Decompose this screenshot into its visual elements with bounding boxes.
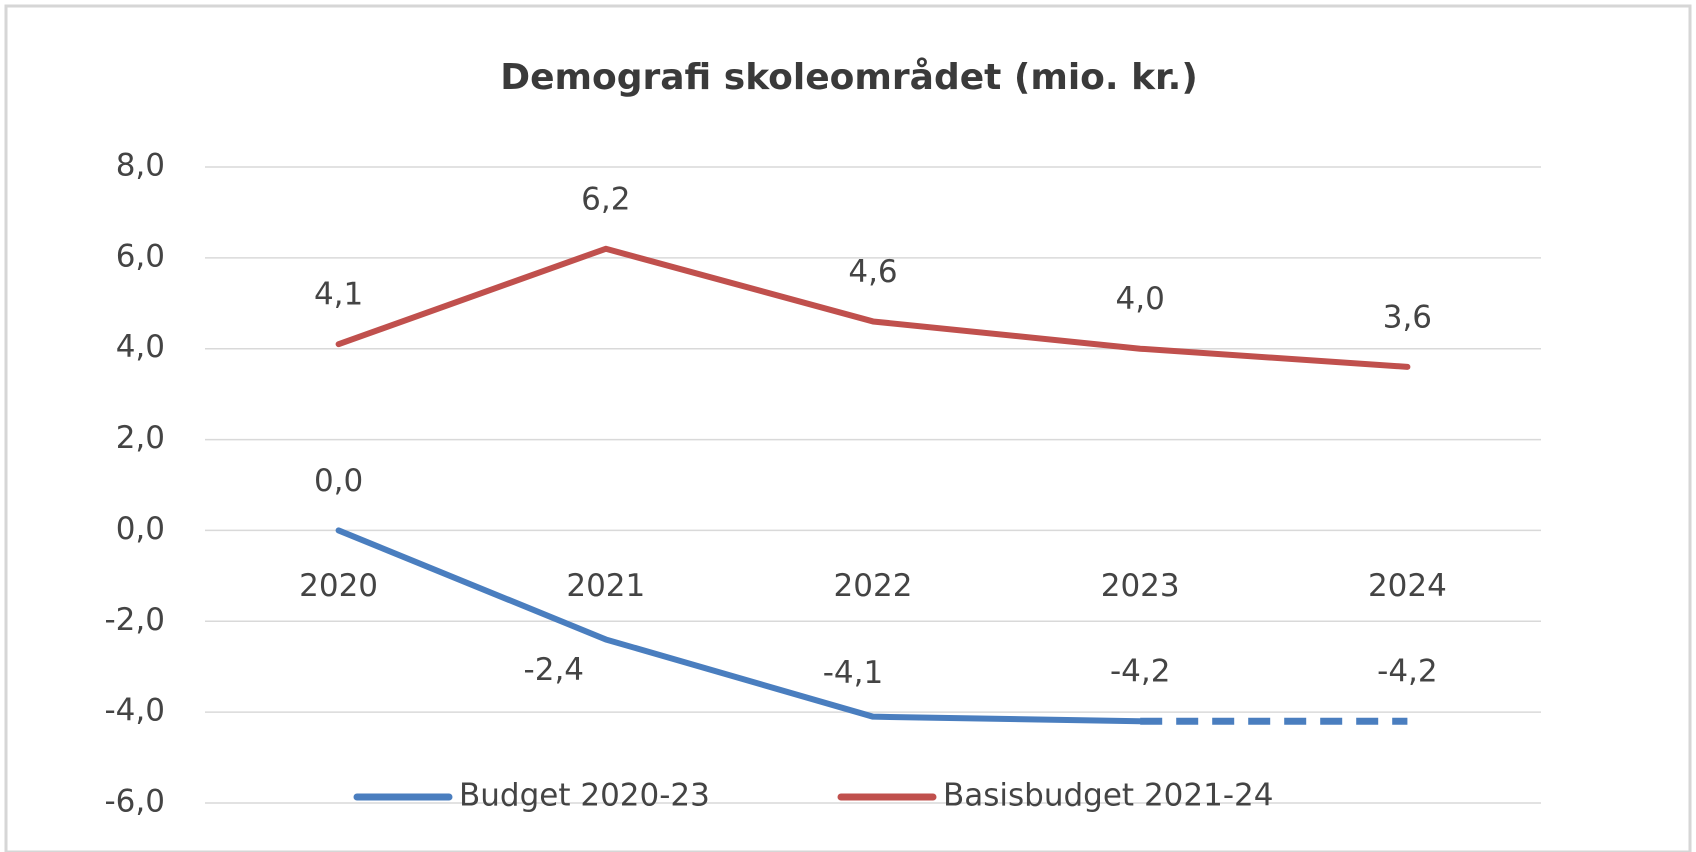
y-tick-label: -6,0 (105, 784, 166, 820)
y-tick-label: -2,0 (105, 602, 166, 638)
legend-label: Basisbudget 2021-24 (943, 778, 1273, 814)
series-line (335, 245, 1411, 370)
y-tick-label: 0,0 (116, 511, 165, 547)
series-line (335, 527, 1144, 725)
y-tick-label: -4,0 (105, 693, 166, 729)
y-tick-label: 4,0 (116, 329, 165, 365)
data-label: 4,6 (848, 254, 897, 290)
data-label: 0,0 (314, 463, 363, 499)
data-label: 4,1 (314, 277, 363, 313)
chart-frame (4, 4, 1692, 852)
x-tick-label: 2020 (299, 568, 378, 604)
x-tick-label: 2022 (834, 568, 913, 604)
y-tick-label: 2,0 (116, 420, 165, 456)
y-tick-label: 8,0 (116, 148, 165, 184)
x-tick-label: 2023 (1101, 568, 1180, 604)
data-label: 3,6 (1383, 299, 1432, 335)
data-label: -4,2 (1110, 654, 1171, 690)
data-label: -4,2 (1377, 654, 1438, 690)
y-tick-label: 6,0 (116, 238, 165, 274)
x-tick-label: 2021 (566, 568, 645, 604)
data-label: 6,2 (581, 181, 630, 217)
data-label: -4,1 (823, 655, 884, 691)
data-label: -2,4 (524, 652, 585, 688)
legend-label: Budget 2020-23 (459, 778, 710, 814)
x-tick-label: 2024 (1368, 568, 1447, 604)
data-label: 4,0 (1116, 281, 1165, 317)
chart-title: Demografi skoleområdet (mio. kr.) (500, 57, 1198, 98)
